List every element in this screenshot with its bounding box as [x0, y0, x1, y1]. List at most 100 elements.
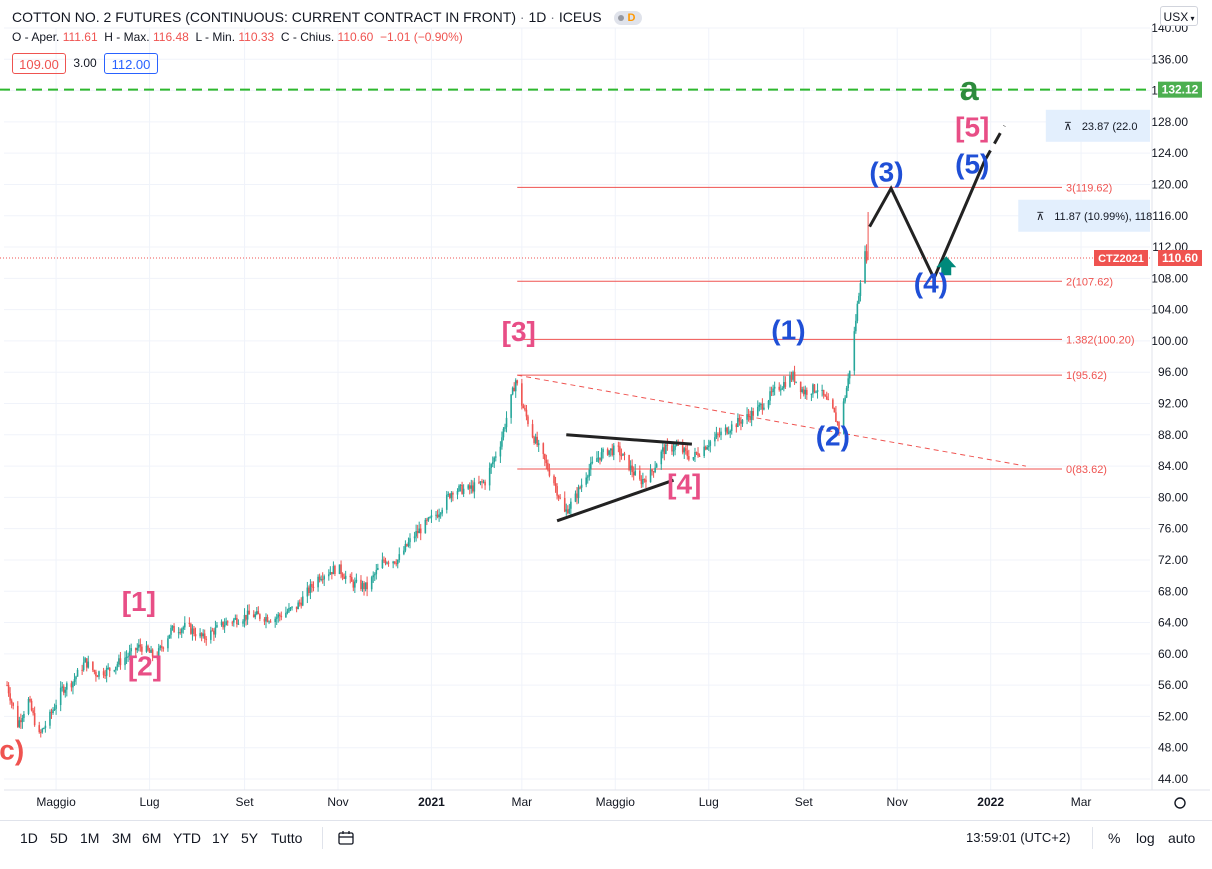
wave-label[interactable]: (4)	[914, 267, 948, 298]
candle-body	[537, 443, 540, 446]
delayed-data-badge[interactable]: D	[613, 11, 642, 26]
range-all-button[interactable]: Tutto	[271, 830, 303, 846]
range-5d-button[interactable]: 5D	[50, 830, 68, 846]
candle-body	[778, 386, 781, 390]
candle-body	[684, 448, 687, 451]
candle-body	[773, 386, 776, 389]
wave-label[interactable]: (3)	[869, 156, 903, 187]
candle-body	[29, 699, 31, 701]
measure-box[interactable]	[1018, 199, 1150, 232]
candle-body	[821, 389, 823, 391]
y-tick-label: 120.00	[1151, 177, 1188, 191]
candle-body	[188, 622, 191, 625]
candle-body	[214, 627, 217, 635]
range-ytd-button[interactable]: YTD	[173, 830, 201, 846]
candle-body	[836, 421, 839, 423]
go-to-date-icon[interactable]	[337, 829, 355, 852]
candle-body	[672, 449, 675, 452]
triangle-boundary-line[interactable]	[556, 478, 675, 523]
wave-label[interactable]: [3]	[502, 316, 536, 347]
measure-box[interactable]	[1045, 109, 1150, 142]
projection-zigzag[interactable]	[868, 160, 986, 282]
candle-body	[628, 454, 630, 471]
wave-label[interactable]: (5)	[955, 149, 989, 180]
candle-body	[697, 453, 699, 456]
candle-body	[269, 621, 272, 623]
candle-body	[499, 446, 502, 457]
candle-body	[150, 649, 152, 653]
candle-body	[553, 475, 555, 484]
candle-body	[344, 575, 347, 579]
wave-label[interactable]: (2)	[816, 421, 850, 452]
range-3m-button[interactable]: 3M	[112, 830, 132, 846]
candle-body	[127, 656, 129, 658]
candle-body	[113, 670, 116, 672]
clock-timezone[interactable]: 13:59:01 (UTC+2)	[966, 830, 1071, 845]
candle-body	[199, 633, 201, 637]
candle-body	[403, 550, 405, 555]
candle-body	[816, 390, 819, 392]
range-1y-button[interactable]: 1Y	[212, 830, 230, 846]
candle-body	[125, 656, 128, 658]
candle-body	[536, 436, 538, 446]
y-tick-label: 68.00	[1158, 584, 1188, 598]
sell-price-button[interactable]: 109.00	[12, 53, 66, 74]
candle-body	[306, 587, 309, 597]
candle-body	[409, 538, 411, 543]
range-1d-button[interactable]: 1D	[20, 830, 38, 846]
candle-body	[611, 448, 614, 456]
candle-body	[858, 295, 860, 304]
candle-body	[717, 433, 719, 435]
wave-label[interactable]: [2]	[128, 651, 162, 682]
candle-body	[274, 618, 276, 623]
candle-body	[681, 444, 684, 453]
candle-body	[38, 725, 41, 733]
candle-body	[407, 542, 410, 547]
candle-body	[363, 583, 365, 590]
candle-body	[171, 625, 174, 628]
wave-label[interactable]: [5]	[955, 112, 989, 143]
candle-body	[84, 658, 87, 663]
candle-body	[704, 446, 707, 450]
last-price-tag	[1158, 249, 1202, 266]
range-5y-button[interactable]: 5Y	[241, 830, 259, 846]
symbol-title[interactable]: COTTON NO. 2 FUTURES (CONTINUOUS: CURREN…	[12, 9, 516, 25]
candle-body	[145, 645, 148, 652]
interval-label[interactable]: 1D	[528, 9, 547, 25]
log-scale-toggle[interactable]: log	[1136, 830, 1155, 846]
wave-label[interactable]: (c)	[0, 734, 24, 765]
candle-body	[599, 457, 601, 461]
currency-select[interactable]: USX ▾	[1160, 6, 1198, 26]
candle-body	[752, 411, 754, 416]
candle-body	[168, 634, 171, 639]
candle-body	[59, 687, 62, 706]
candle-body	[297, 602, 299, 610]
y-tick-label: 100.00	[1151, 334, 1188, 348]
settings-gear-icon[interactable]	[1174, 797, 1186, 809]
wave-label[interactable]: a	[960, 70, 980, 108]
candle-body	[108, 667, 111, 671]
candle-body	[436, 514, 439, 518]
candle-body	[686, 450, 689, 457]
candle-body	[677, 444, 679, 446]
candle-body	[456, 491, 459, 495]
wave-label[interactable]: [1]	[122, 586, 156, 617]
projection-tail-dashed[interactable]	[983, 125, 1006, 162]
candle-body	[632, 472, 635, 476]
auto-scale-toggle[interactable]: auto	[1168, 830, 1196, 846]
triangle-boundary-line[interactable]	[566, 433, 693, 446]
candle-body	[360, 579, 362, 590]
range-1m-button[interactable]: 1M	[80, 830, 100, 846]
measure-box-icon: ⊼	[1064, 121, 1072, 133]
candle-body	[813, 384, 816, 392]
buy-price-button[interactable]: 112.00	[104, 53, 158, 74]
candle-body	[568, 508, 571, 514]
candle-body	[655, 464, 658, 468]
candle-body	[263, 618, 266, 622]
wave-label[interactable]: (1)	[771, 314, 805, 345]
range-6m-button[interactable]: 6M	[142, 830, 162, 846]
wave-label[interactable]: [4]	[667, 468, 701, 499]
percent-scale-toggle[interactable]: %	[1108, 830, 1121, 846]
projection-arrow-icon[interactable]	[936, 256, 957, 276]
